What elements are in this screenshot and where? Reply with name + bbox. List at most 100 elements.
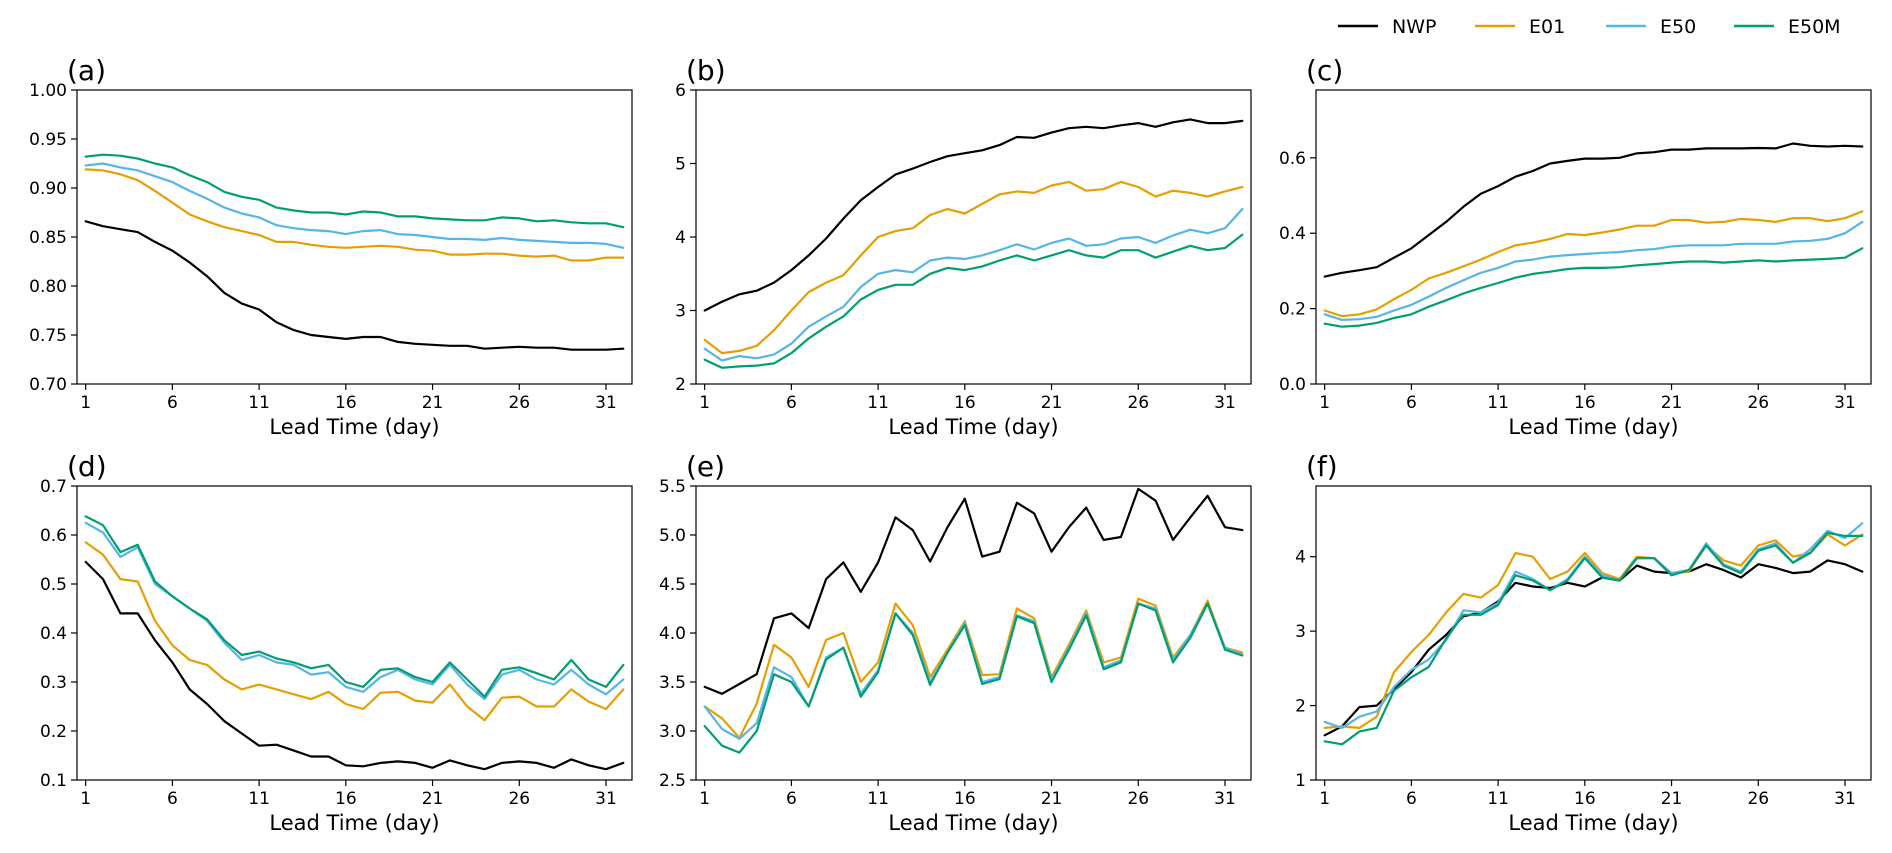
y-tick-label: 0.6 xyxy=(40,526,67,546)
y-tick-label: 5 xyxy=(675,155,686,175)
x-tick-label: 16 xyxy=(1574,393,1596,413)
y-tick-label: 0.1 xyxy=(40,771,67,791)
legend-entry-e50m: E50M xyxy=(1734,16,1841,38)
series-line-e01 xyxy=(84,168,625,262)
x-tick-label: 16 xyxy=(1574,789,1596,809)
y-tick-label: 1.00 xyxy=(29,81,67,101)
series-line-e01 xyxy=(1323,533,1864,730)
x-tick-label: 11 xyxy=(867,789,889,809)
x-tick-label: 31 xyxy=(1834,393,1856,413)
x-tick-label: 21 xyxy=(422,393,444,413)
x-axis-label: Lead Time (day) xyxy=(888,415,1058,439)
legend-label: E50 xyxy=(1660,16,1696,38)
series-line-nwp xyxy=(703,118,1244,312)
x-tick-label: 1 xyxy=(80,393,91,413)
x-tick-label: 6 xyxy=(786,393,797,413)
x-tick-label: 1 xyxy=(699,789,710,809)
series-line-nwp xyxy=(1323,142,1864,278)
y-tick-label: 3 xyxy=(1295,622,1306,642)
x-tick-label: 31 xyxy=(1834,789,1856,809)
series-line-nwp xyxy=(84,560,625,771)
x-tick-label: 31 xyxy=(595,789,617,809)
x-axis-label: Lead Time (day) xyxy=(1508,415,1678,439)
axes-frame xyxy=(1315,485,1872,781)
panels: 1 6 11 16 21 26 310.700.750.800.850.900.951.00… xyxy=(29,54,1872,835)
x-tick-label: 11 xyxy=(248,393,270,413)
x-axis-label: Lead Time (day) xyxy=(269,415,439,439)
x-tick-label: 6 xyxy=(167,789,178,809)
y-tick-label: 0.90 xyxy=(29,179,67,199)
series-line-e01 xyxy=(703,180,1244,355)
y-tick-label: 5.5 xyxy=(659,477,686,497)
y-tick-label: 0.95 xyxy=(29,130,67,150)
legend-label: E01 xyxy=(1529,16,1565,38)
y-tick-label: 0.3 xyxy=(40,673,67,693)
x-tick-label: 16 xyxy=(335,789,357,809)
series-line-e50 xyxy=(1323,522,1864,730)
x-tick-label: 16 xyxy=(335,393,357,413)
y-tick-label: 0.6 xyxy=(1279,149,1306,169)
x-tick-label: 26 xyxy=(1127,393,1149,413)
x-tick-label: 1 xyxy=(1319,789,1330,809)
series-line-e50m xyxy=(703,233,1244,369)
series-line-e50m xyxy=(84,515,625,698)
x-tick-label: 6 xyxy=(1406,393,1417,413)
series-line-e50 xyxy=(703,208,1244,362)
y-tick-label: 3.5 xyxy=(659,673,686,693)
legend-entry-nwp: NWP xyxy=(1338,16,1436,38)
x-axis-label: Lead Time (day) xyxy=(269,811,439,835)
y-tick-label: 0.5 xyxy=(40,575,67,595)
x-tick-label: 1 xyxy=(80,789,91,809)
y-tick-label: 0.85 xyxy=(29,228,67,248)
y-tick-label: 0.0 xyxy=(1279,375,1306,395)
x-tick-label: 26 xyxy=(508,789,530,809)
series-line-nwp xyxy=(1323,559,1864,737)
x-tick-label: 31 xyxy=(595,393,617,413)
panel-label: (b) xyxy=(686,54,726,87)
y-tick-label: 0.2 xyxy=(1279,300,1306,320)
legend-label: NWP xyxy=(1392,16,1436,38)
x-tick-label: 16 xyxy=(954,789,976,809)
legend-label: E50M xyxy=(1788,16,1841,38)
x-tick-label: 26 xyxy=(1747,789,1769,809)
series-line-nwp xyxy=(703,487,1244,695)
x-tick-label: 26 xyxy=(1127,789,1149,809)
x-tick-label: 6 xyxy=(167,393,178,413)
panel-label: (c) xyxy=(1306,54,1343,87)
legend-entry-e01: E01 xyxy=(1475,16,1565,38)
series-line-e01 xyxy=(703,597,1244,740)
series-line-e50m xyxy=(703,602,1244,754)
series-line-e50m xyxy=(1323,247,1864,328)
series-line-e50 xyxy=(1323,220,1864,321)
y-tick-label: 1 xyxy=(1295,771,1306,791)
y-tick-label: 0.4 xyxy=(1279,224,1306,244)
series-line-e50 xyxy=(84,521,625,701)
series-line-e01 xyxy=(1323,210,1864,318)
axes-frame xyxy=(76,89,633,385)
x-tick-label: 31 xyxy=(1214,789,1236,809)
x-tick-label: 21 xyxy=(1041,789,1063,809)
panel-a: 1 6 11 16 21 26 310.700.750.800.850.900.951.00… xyxy=(29,54,633,439)
x-tick-label: 1 xyxy=(699,393,710,413)
x-tick-label: 31 xyxy=(1214,393,1236,413)
x-tick-label: 26 xyxy=(1747,393,1769,413)
x-tick-label: 1 xyxy=(1319,393,1330,413)
y-tick-label: 4 xyxy=(1295,548,1306,568)
series-line-e50m xyxy=(1323,531,1864,746)
x-axis-label: Lead Time (day) xyxy=(1508,811,1678,835)
x-tick-label: 11 xyxy=(248,789,270,809)
y-tick-label: 2 xyxy=(675,375,686,395)
x-tick-label: 11 xyxy=(867,393,889,413)
legend: NWP E01 E50 E50M xyxy=(1338,16,1841,38)
x-tick-label: 11 xyxy=(1487,789,1509,809)
axes-frame xyxy=(76,485,633,781)
y-tick-label: 0.2 xyxy=(40,722,67,742)
y-tick-label: 0.7 xyxy=(40,477,67,497)
legend-entry-e50: E50 xyxy=(1606,16,1696,38)
x-tick-label: 16 xyxy=(954,393,976,413)
